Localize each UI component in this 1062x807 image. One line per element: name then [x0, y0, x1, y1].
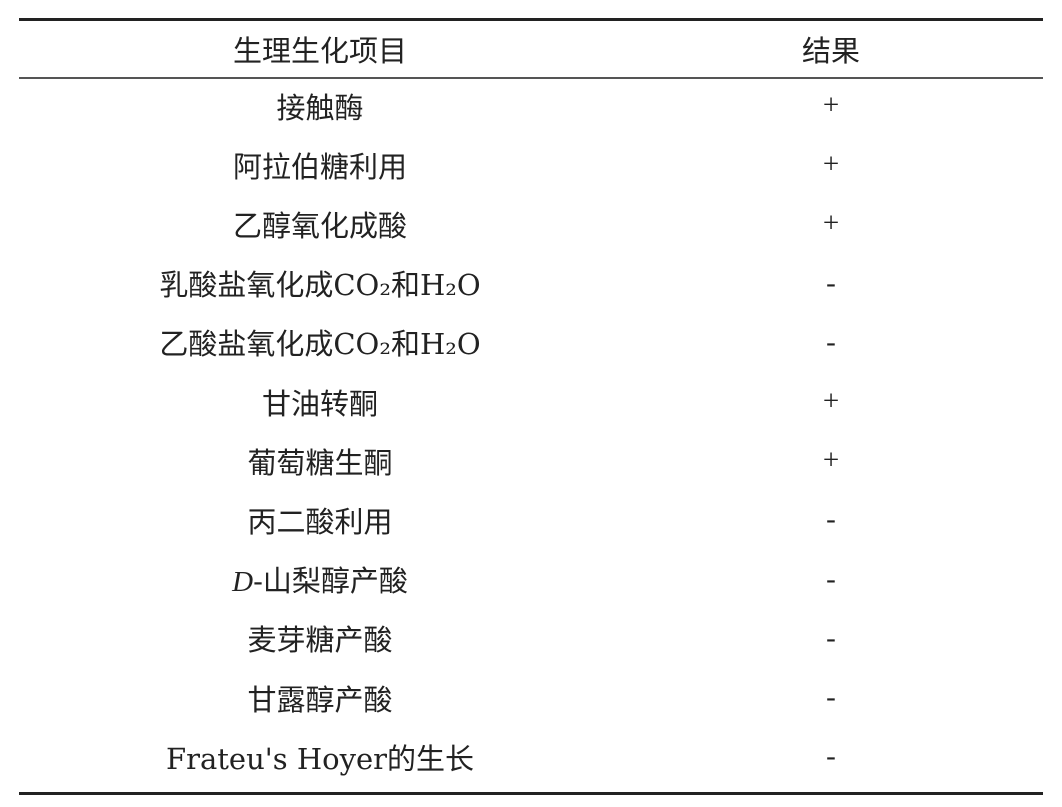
item-text: 阿拉伯糖利用 [232, 149, 407, 184]
table-bottom-rule [19, 792, 1043, 795]
item-cell: D-山梨醇产酸 [19, 558, 621, 600]
item-cell: Frateu's Hoyer的生长 [19, 736, 621, 778]
table-row: 甘露醇产酸 - [19, 668, 1043, 727]
result-cell: + [822, 148, 840, 181]
item-text: 甘露醇产酸 [247, 682, 393, 717]
table-row: 乙酸盐氧化成CO₂和H₂O - [19, 313, 1043, 372]
table-row: 甘油转酮 + [19, 372, 1043, 431]
result-cell: - [826, 266, 836, 299]
table-top-rule [19, 18, 1043, 21]
item-text: 麦芽糖产酸 [247, 623, 393, 658]
item-text: 葡萄糖生酮 [247, 445, 393, 480]
item-text: -山梨醇产酸 [253, 564, 408, 599]
result-cell: - [826, 562, 836, 595]
result-cell: + [822, 89, 840, 121]
item-text: Frateu's Hoyer的生长 [166, 741, 474, 776]
italic-prefix: D [232, 566, 254, 599]
item-cell: 乳酸盐氧化成CO₂和H₂O [19, 262, 621, 304]
item-text: 乙酸盐氧化成CO₂和H₂O [159, 327, 481, 362]
result-cell: - [826, 621, 836, 654]
table-row: 乳酸盐氧化成CO₂和H₂O - [19, 254, 1043, 313]
result-cell: - [826, 740, 836, 773]
item-text: 乳酸盐氧化成CO₂和H₂O [159, 268, 481, 303]
result-cell: - [826, 681, 836, 713]
table-row: 阿拉伯糖利用 + [19, 135, 1043, 194]
table-row: 乙醇氧化成酸 + [19, 194, 1043, 253]
item-cell: 麦芽糖产酸 [19, 617, 621, 659]
item-text: 甘油转酮 [261, 386, 378, 421]
table-row: 接触酶 + [19, 76, 1043, 135]
item-cell: 乙酸盐氧化成CO₂和H₂O [19, 321, 621, 363]
item-cell: 接触酶 [19, 85, 621, 127]
table-header-rule [19, 77, 1043, 79]
item-cell: 甘油转酮 [19, 381, 621, 423]
result-cell: + [822, 444, 840, 477]
item-cell: 葡萄糖生酮 [19, 440, 621, 482]
table-row: 丙二酸利用 - [19, 490, 1043, 549]
result-cell: + [822, 207, 840, 240]
item-cell: 甘露醇产酸 [19, 677, 621, 719]
item-cell: 阿拉伯糖利用 [19, 144, 621, 186]
result-cell: - [826, 325, 836, 358]
result-cell: + [822, 385, 840, 417]
table-row: Frateu's Hoyer的生长 - [19, 727, 1043, 786]
item-text: 乙醇氧化成酸 [232, 208, 407, 243]
table-row: 葡萄糖生酮 + [19, 431, 1043, 490]
table-row: D-山梨醇产酸 - [19, 550, 1043, 609]
table-row: 麦芽糖产酸 - [19, 609, 1043, 668]
header-item: 生理生化项目 [232, 33, 407, 68]
item-cell: 丙二酸利用 [19, 499, 621, 541]
item-cell: 乙醇氧化成酸 [19, 203, 621, 245]
result-cell: - [826, 503, 836, 536]
item-text: 接触酶 [276, 90, 364, 125]
table-header: 生理生化项目 结果 [19, 19, 1043, 78]
item-text: 丙二酸利用 [247, 504, 393, 539]
header-result: 结果 [801, 35, 860, 68]
